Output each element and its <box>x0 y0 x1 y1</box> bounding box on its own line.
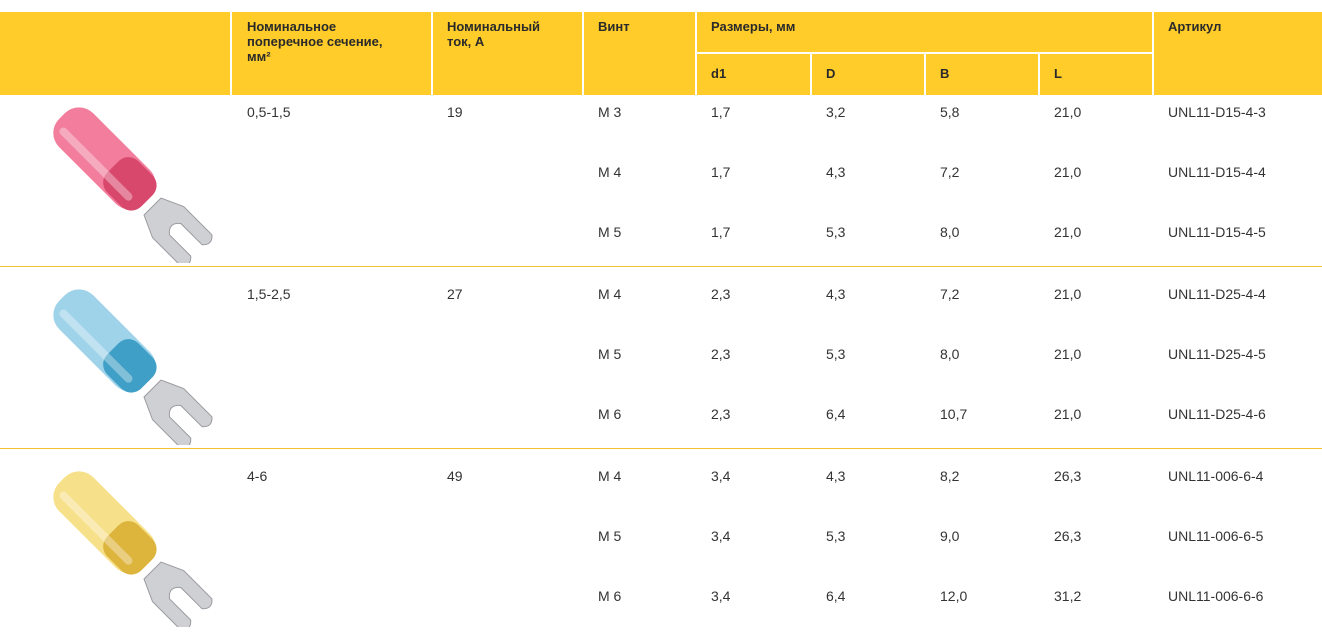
cell: 3,4 <box>711 528 730 544</box>
header-label: поперечное сечение, <box>247 34 383 49</box>
cell: M 6 <box>598 588 621 604</box>
cell: 3,4 <box>711 588 730 604</box>
terminal-image <box>20 462 230 627</box>
cell: UNL11-D25-4-6 <box>1168 406 1266 422</box>
cell: 5,3 <box>826 346 845 362</box>
header-cell <box>0 12 230 95</box>
cell: 4,3 <box>826 164 845 180</box>
cell: 1,7 <box>711 224 730 240</box>
cell: 1,7 <box>711 164 730 180</box>
cell: UNL11-D25-4-5 <box>1168 346 1266 362</box>
cell: 21,0 <box>1054 406 1081 422</box>
cell: 12,0 <box>940 588 967 604</box>
cell: 5,8 <box>940 104 959 120</box>
cell: 26,3 <box>1054 468 1081 484</box>
cell: 26,3 <box>1054 528 1081 544</box>
cell: 9,0 <box>940 528 959 544</box>
cell: 21,0 <box>1054 164 1081 180</box>
cell: UNL11-D15-4-4 <box>1168 164 1266 180</box>
cell: 1,7 <box>711 104 730 120</box>
cell: 4,3 <box>826 468 845 484</box>
cell: UNL11-006-6-4 <box>1168 468 1263 484</box>
cell: 2,3 <box>711 406 730 422</box>
cell: 5,3 <box>826 224 845 240</box>
cell: 4,3 <box>826 286 845 302</box>
cell: 21,0 <box>1054 104 1081 120</box>
cell: UNL11-D25-4-4 <box>1168 286 1266 302</box>
sub-header-label: d1 <box>711 66 726 81</box>
cell: M 4 <box>598 164 621 180</box>
cell: 6,4 <box>826 588 845 604</box>
cell: 21,0 <box>1054 286 1081 302</box>
header-label: ток, А <box>447 34 484 49</box>
current: 27 <box>447 286 463 302</box>
cell: 10,7 <box>940 406 967 422</box>
cell: 7,2 <box>940 164 959 180</box>
cross-section: 0,5-1,5 <box>247 104 291 120</box>
cell: UNL11-006-6-5 <box>1168 528 1263 544</box>
header-label: Номинальный <box>447 19 540 34</box>
cell: UNL11-D15-4-5 <box>1168 224 1266 240</box>
cell: 8,0 <box>940 346 959 362</box>
terminal-image <box>20 280 230 445</box>
header-label: Номинальное <box>247 19 336 34</box>
cell: 8,0 <box>940 224 959 240</box>
cell: M 6 <box>598 406 621 422</box>
terminal-image <box>20 98 230 263</box>
sub-header-label: B <box>940 66 949 81</box>
header-label: мм² <box>247 49 271 64</box>
cell: M 5 <box>598 528 621 544</box>
cell: 21,0 <box>1054 224 1081 240</box>
cell: UNL11-D15-4-3 <box>1168 104 1266 120</box>
cell: 8,2 <box>940 468 959 484</box>
header-label: Размеры, мм <box>711 19 795 34</box>
cell: M 3 <box>598 104 621 120</box>
current: 19 <box>447 104 463 120</box>
row-separator <box>0 448 1322 449</box>
cell: 6,4 <box>826 406 845 422</box>
current: 49 <box>447 468 463 484</box>
cell: 21,0 <box>1054 346 1081 362</box>
header-label: Артикул <box>1168 19 1221 34</box>
sub-header-label: L <box>1054 66 1062 81</box>
cell: 2,3 <box>711 286 730 302</box>
cell: 31,2 <box>1054 588 1081 604</box>
cell: M 4 <box>598 468 621 484</box>
cell: 5,3 <box>826 528 845 544</box>
cell: 7,2 <box>940 286 959 302</box>
cell: UNL11-006-6-6 <box>1168 588 1263 604</box>
cell: M 4 <box>598 286 621 302</box>
cell: 3,4 <box>711 468 730 484</box>
cell: 2,3 <box>711 346 730 362</box>
cell: M 5 <box>598 346 621 362</box>
sub-header-label: D <box>826 66 835 81</box>
cross-section: 4-6 <box>247 468 267 484</box>
row-separator <box>0 266 1322 267</box>
header-label: Винт <box>598 19 630 34</box>
cell: 3,2 <box>826 104 845 120</box>
page: Номинальноепоперечное сечение,мм² Номинал… <box>0 0 1322 633</box>
cell: M 5 <box>598 224 621 240</box>
cross-section: 1,5-2,5 <box>247 286 291 302</box>
